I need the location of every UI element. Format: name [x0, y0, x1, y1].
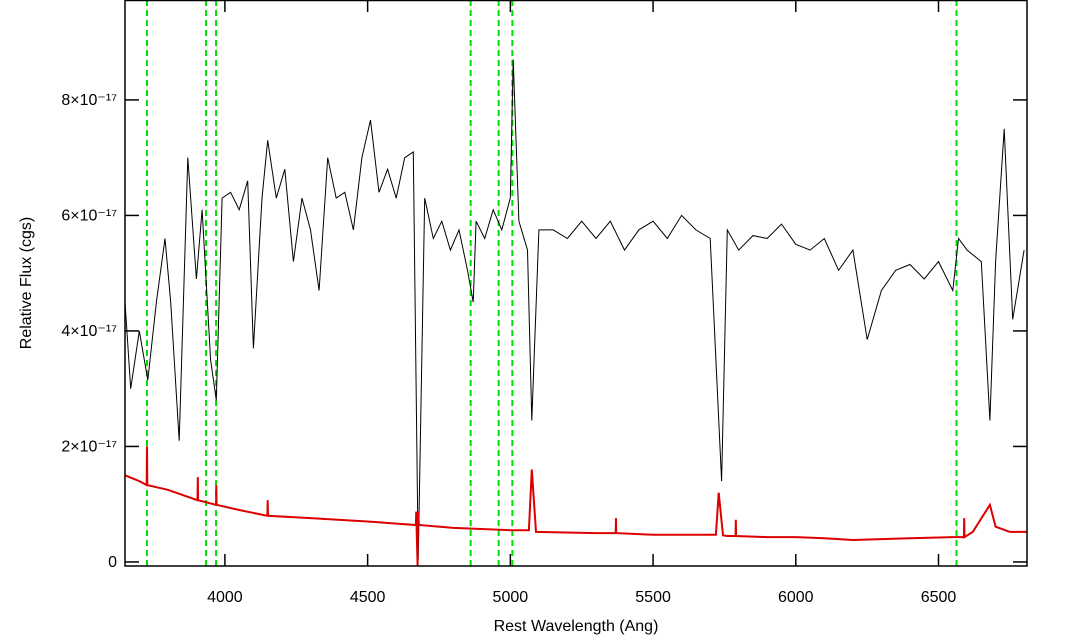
- plot-frame: [124, 0, 1028, 567]
- y-axis-label: Relative Flux (cgs): [18, 217, 35, 349]
- x-tick-label: 5000: [493, 589, 529, 606]
- x-axis-label: Rest Wavelength (Ang): [494, 618, 659, 635]
- x-tick-label: 4000: [207, 589, 243, 606]
- x-tick-label: 6000: [778, 589, 814, 606]
- spectrum-line: [125, 446, 1027, 566]
- y-tick-label: 8×10⁻¹⁷: [61, 92, 117, 109]
- y-tick-label: 6×10⁻¹⁷: [61, 207, 117, 224]
- x-tick-label: 5500: [635, 589, 671, 606]
- y-tick-label: 4×10⁻¹⁷: [61, 323, 117, 340]
- spectrum-line: [125, 59, 1025, 561]
- x-tick-label: 4500: [350, 589, 386, 606]
- x-tick-label: 6500: [921, 589, 957, 606]
- y-tick-label: 0: [108, 554, 117, 571]
- y-tick-label: 2×10⁻¹⁷: [61, 438, 117, 455]
